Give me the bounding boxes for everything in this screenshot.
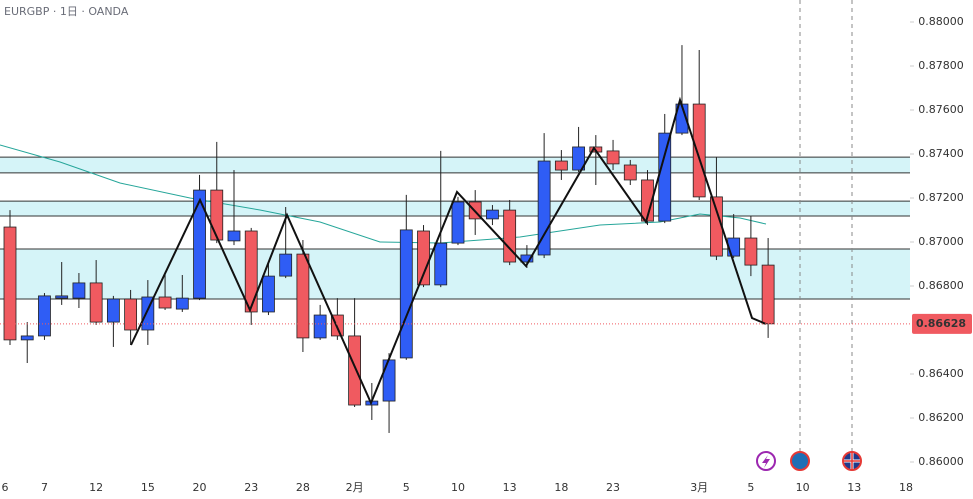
candle-body bbox=[744, 237, 758, 266]
zone bbox=[0, 157, 910, 173]
candle-body bbox=[158, 296, 172, 309]
y-tick-label: 0.87400 bbox=[918, 147, 964, 160]
candle-body bbox=[106, 298, 120, 323]
y-tick-label: 0.86400 bbox=[918, 367, 964, 380]
candle-body bbox=[124, 298, 138, 331]
candle-body bbox=[38, 295, 51, 337]
x-tick-label: 10 bbox=[796, 481, 810, 494]
candle-body bbox=[554, 160, 568, 171]
event-icons[interactable] bbox=[756, 451, 862, 471]
x-tick-label: 6 bbox=[2, 481, 9, 494]
candle-body bbox=[227, 230, 241, 242]
candle-body bbox=[55, 295, 69, 299]
y-tick-label: 0.86000 bbox=[918, 455, 964, 468]
x-tick-label: 2月 bbox=[346, 481, 364, 494]
y-tick-label: 0.87200 bbox=[918, 191, 964, 204]
candle-body bbox=[399, 229, 413, 359]
candle-body bbox=[658, 132, 672, 222]
candle-body bbox=[623, 164, 637, 181]
x-tick-label: 20 bbox=[193, 481, 207, 494]
candle-body bbox=[244, 230, 258, 313]
candle-body bbox=[3, 226, 17, 341]
x-tick-label: 5 bbox=[403, 481, 410, 494]
y-tick-label: 0.87600 bbox=[918, 103, 964, 116]
y-tick-label: 0.87000 bbox=[918, 235, 964, 248]
plot bbox=[3, 45, 775, 433]
candle-body bbox=[434, 242, 448, 286]
candle-body bbox=[210, 189, 224, 241]
event-icon[interactable] bbox=[790, 451, 810, 471]
candle-body bbox=[761, 264, 775, 325]
last-price-label: 0.86628 bbox=[916, 317, 966, 330]
candle-body bbox=[296, 253, 310, 339]
y-tick-label: 0.88000 bbox=[918, 15, 964, 28]
zone bbox=[0, 249, 910, 299]
y-tick-label: 0.86200 bbox=[918, 411, 964, 424]
x-tick-label: 7 bbox=[41, 481, 48, 494]
candle-body bbox=[486, 209, 499, 220]
candle-body bbox=[313, 314, 327, 339]
y-tick-label: 0.87800 bbox=[918, 59, 964, 72]
candle-body bbox=[503, 209, 517, 263]
candle-body bbox=[417, 230, 430, 286]
candle-body bbox=[72, 282, 86, 299]
x-tick-label: 18 bbox=[554, 481, 568, 494]
x-tick-label: 13 bbox=[847, 481, 861, 494]
y-tick-label: 0.86800 bbox=[918, 279, 964, 292]
candle-body bbox=[193, 189, 206, 299]
last-price-box bbox=[912, 313, 972, 334]
x-tick-label: 23 bbox=[244, 481, 258, 494]
flag-cross bbox=[844, 453, 860, 469]
candle-body bbox=[572, 146, 585, 171]
candle-body bbox=[89, 282, 103, 323]
candle-body bbox=[20, 335, 34, 341]
x-tick-label: 3月 bbox=[690, 481, 708, 494]
zones bbox=[0, 156, 910, 300]
x-tick-label: 18 bbox=[899, 481, 913, 494]
candle-body bbox=[348, 335, 362, 406]
x-tick-label: 12 bbox=[89, 481, 103, 494]
candle-body bbox=[262, 275, 275, 313]
candle-body bbox=[382, 359, 396, 402]
candle-body bbox=[537, 160, 551, 256]
x-tick-label: 13 bbox=[503, 481, 517, 494]
candle-body bbox=[175, 297, 189, 310]
chart-title: EURGBP · 1日 · OANDA bbox=[4, 5, 129, 18]
candle-body bbox=[451, 201, 465, 244]
candle-body bbox=[641, 179, 654, 222]
candle-body bbox=[692, 103, 706, 198]
candle-body bbox=[606, 150, 620, 165]
x-tick-label: 15 bbox=[141, 481, 155, 494]
x-tick-label: 23 bbox=[606, 481, 620, 494]
x-tick-label: 5 bbox=[747, 481, 754, 494]
candle-body bbox=[710, 196, 723, 257]
lightning bbox=[762, 455, 770, 468]
zigzag bbox=[130, 96, 767, 406]
candle-body bbox=[520, 254, 534, 263]
x-tick-label: 28 bbox=[296, 481, 310, 494]
x-tick-label: 10 bbox=[451, 481, 465, 494]
candle-body bbox=[279, 253, 293, 277]
